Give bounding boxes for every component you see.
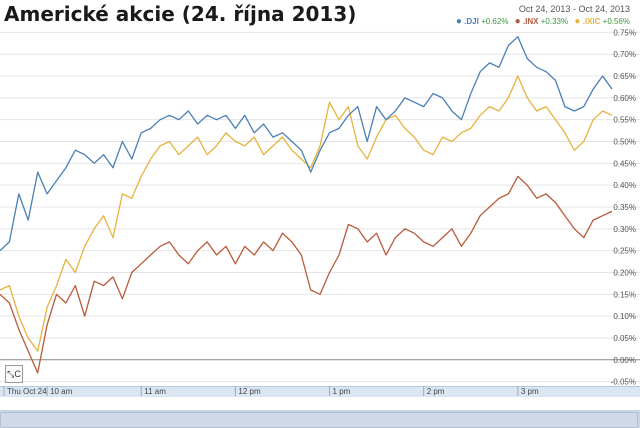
y-tick-label: 0.10% — [613, 312, 636, 321]
y-tick-label: 0.55% — [613, 116, 636, 125]
y-tick-label: 0.70% — [613, 50, 636, 59]
legend-symbol-ixic: .IXIC — [582, 17, 601, 26]
x-tick-label: Thu Oct 24 — [7, 387, 47, 396]
chart-title: Americké akcie (24. října 2013) — [4, 2, 357, 26]
time-axis-bar — [0, 386, 640, 397]
series-line-dji — [0, 36, 613, 252]
y-tick-label: 0.20% — [613, 268, 636, 277]
legend-change-dji: +0.62% — [481, 17, 509, 26]
zoom-reset-button[interactable]: ⤡C — [5, 365, 23, 383]
y-tick-label: 0.50% — [613, 138, 636, 147]
y-tick-label: 0.30% — [613, 225, 636, 234]
y-tick-label: -0.05% — [611, 378, 636, 387]
x-tick-label: 12 pm — [238, 387, 261, 396]
y-tick-label: 0.65% — [613, 72, 636, 81]
y-tick-label: 0.15% — [613, 290, 636, 299]
legend-marker-inx: ● — [514, 16, 521, 27]
y-tick-label: 0.45% — [613, 159, 636, 168]
legend-item-ixic[interactable]: ● .IXIC +0.56% — [574, 16, 630, 27]
y-tick-label: 0.25% — [613, 247, 636, 256]
y-tick-label: 0.05% — [613, 334, 636, 343]
legend-item-inx[interactable]: ● .INX +0.33% — [514, 16, 571, 27]
range-scrollbar[interactable] — [0, 410, 640, 428]
legend-change-ixic: +0.56% — [602, 17, 630, 26]
x-tick-label: 3 pm — [521, 387, 539, 396]
x-tick-label: 2 pm — [427, 387, 445, 396]
legend-marker-dji: ● — [455, 16, 462, 27]
y-tick-label: 0.35% — [613, 203, 636, 212]
y-tick-label: 0.40% — [613, 181, 636, 190]
x-tick-label: 10 am — [50, 387, 73, 396]
x-tick-label: 11 am — [144, 387, 166, 396]
legend-symbol-dji: .DJI — [464, 17, 479, 26]
series-line-ixic — [0, 75, 613, 352]
y-tick-label: 0.75% — [613, 28, 636, 37]
date-range: Oct 24, 2013 - Oct 24, 2013 — [519, 4, 630, 14]
y-tick-label: 0.60% — [613, 94, 636, 103]
date-range-end: Oct 24, 2013 — [578, 4, 630, 14]
legend-change-inx: +0.33% — [540, 17, 569, 26]
date-range-start: Oct 24, 2013 — [518, 4, 571, 14]
chart-legend: ● .DJI +0.62% ● .INX +0.33% ● .IXIC +0.5… — [452, 16, 630, 27]
series-line-inx — [0, 175, 613, 374]
legend-symbol-inx: .INX — [522, 17, 539, 26]
y-tick-label: 0.00% — [613, 356, 636, 365]
date-range-separator: - — [572, 4, 576, 14]
legend-item-dji[interactable]: ● .DJI +0.62% — [455, 16, 511, 27]
legend-marker-ixic: ● — [574, 16, 581, 27]
x-tick-label: 1 pm — [333, 387, 351, 396]
